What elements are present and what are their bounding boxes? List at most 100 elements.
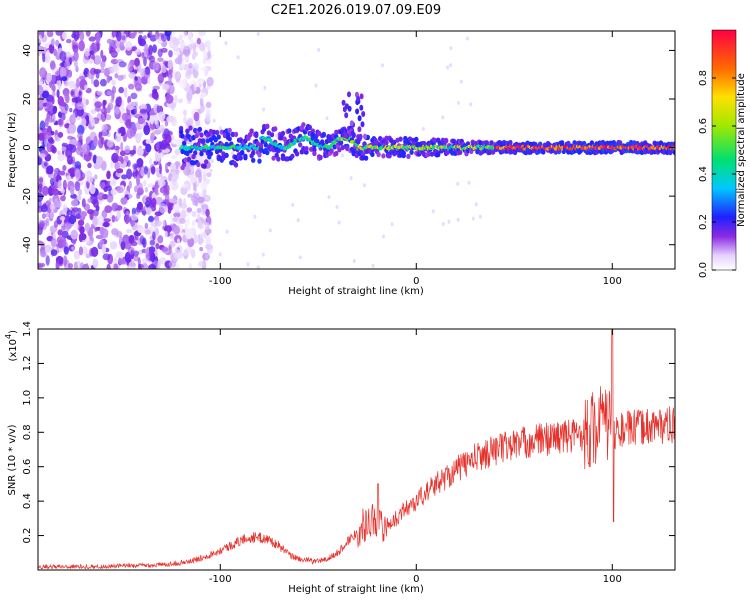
noise-cell	[111, 152, 119, 164]
noise-cell	[130, 241, 138, 247]
spectrogram-heatmap	[38, 31, 675, 269]
noise-cell	[204, 40, 212, 47]
noise-cell	[121, 35, 126, 41]
noise-cell	[77, 260, 81, 267]
noise-cell	[127, 62, 133, 73]
noise-cell	[139, 131, 143, 138]
noise-cell	[99, 182, 104, 188]
colorbar-ticks: 0.0 0.2 0.4 0.6 0.8	[698, 70, 736, 278]
signal-cell	[363, 133, 367, 140]
noise-cell	[178, 34, 183, 41]
noise-cell	[156, 155, 161, 162]
signal-cell	[273, 126, 278, 132]
signal-cell	[191, 160, 196, 166]
y-tick-label: 1.2	[22, 355, 33, 371]
noise-cell	[145, 207, 152, 215]
noise-cell	[156, 172, 163, 178]
noise-cell	[199, 43, 206, 52]
noise-cell	[63, 246, 69, 255]
noise-cell	[176, 251, 183, 259]
signal-cell	[185, 128, 190, 134]
noise-cell	[156, 105, 160, 113]
signal-cell	[257, 158, 262, 164]
noise-cell	[256, 32, 260, 36]
noise-cell	[155, 35, 159, 40]
noise-cell	[128, 194, 133, 199]
noise-cell	[69, 107, 73, 113]
noise-cell	[57, 153, 65, 162]
noise-cell	[192, 43, 197, 54]
noise-cell	[81, 118, 87, 127]
snr-y-label: SNR (10 * v/v)	[7, 424, 18, 495]
signal-cell	[301, 122, 306, 128]
x-tick-label: 0	[413, 574, 419, 585]
signal-cell	[381, 153, 386, 159]
signal-cell	[178, 129, 184, 135]
signal-cell	[221, 155, 226, 161]
x-tick-label: 100	[603, 574, 622, 585]
noise-cell	[174, 161, 181, 168]
noise-cell	[55, 260, 60, 269]
noise-cell	[57, 229, 63, 236]
noise-cell	[106, 38, 113, 44]
noise-cell	[186, 207, 193, 213]
noise-cell	[38, 45, 44, 53]
noise-cell	[380, 63, 384, 68]
noise-cell	[147, 183, 155, 189]
noise-cell	[218, 252, 222, 257]
signal-cell	[240, 150, 245, 156]
noise-cell	[349, 176, 353, 181]
noise-cell	[160, 246, 169, 252]
noise-cell	[157, 258, 161, 269]
noise-cell	[101, 55, 107, 63]
noise-cell	[77, 219, 85, 226]
signal-cell	[360, 155, 366, 161]
signal-cell	[553, 149, 558, 155]
noise-cell	[168, 74, 172, 85]
signal-cell	[224, 152, 229, 158]
signal-cell	[227, 127, 232, 133]
noise-cell	[59, 62, 66, 67]
noise-cell	[193, 233, 198, 243]
noise-cell	[59, 66, 67, 78]
noise-cell	[125, 41, 133, 51]
noise-cell	[101, 124, 108, 133]
noise-cell	[141, 51, 145, 59]
noise-cell	[195, 169, 202, 178]
noise-cell	[144, 222, 149, 230]
noise-cell	[149, 249, 154, 257]
noise-cell	[50, 237, 57, 248]
noise-cell	[177, 54, 183, 65]
noise-cell	[95, 234, 104, 240]
noise-cell	[93, 209, 99, 217]
noise-cell	[130, 213, 139, 221]
noise-cell	[456, 217, 460, 222]
noise-cell	[449, 46, 453, 51]
noise-cell	[67, 168, 76, 174]
noise-cell	[128, 72, 136, 79]
noise-cell	[116, 186, 124, 194]
noise-cell	[60, 188, 65, 194]
signal-cell	[276, 156, 281, 162]
noise-cell	[134, 57, 140, 67]
noise-cell	[112, 178, 117, 187]
noise-cell	[182, 49, 191, 55]
noise-cell	[113, 145, 121, 151]
y-tick-label: 0	[22, 144, 33, 150]
noise-cell	[143, 124, 151, 136]
noise-cell	[106, 90, 113, 96]
noise-cell	[148, 264, 157, 269]
noise-cell	[275, 133, 279, 138]
noise-cell	[118, 61, 127, 68]
noise-cell	[199, 78, 205, 84]
noise-cell	[153, 226, 157, 233]
noise-cell	[382, 234, 385, 239]
noise-cell	[46, 118, 55, 123]
noise-cell	[124, 251, 132, 263]
noise-cell	[145, 66, 151, 76]
signal-cell	[304, 146, 309, 152]
noise-cell	[120, 197, 128, 205]
noise-cell	[72, 44, 79, 53]
signal-cell	[357, 115, 362, 122]
signal-cell	[233, 131, 239, 137]
